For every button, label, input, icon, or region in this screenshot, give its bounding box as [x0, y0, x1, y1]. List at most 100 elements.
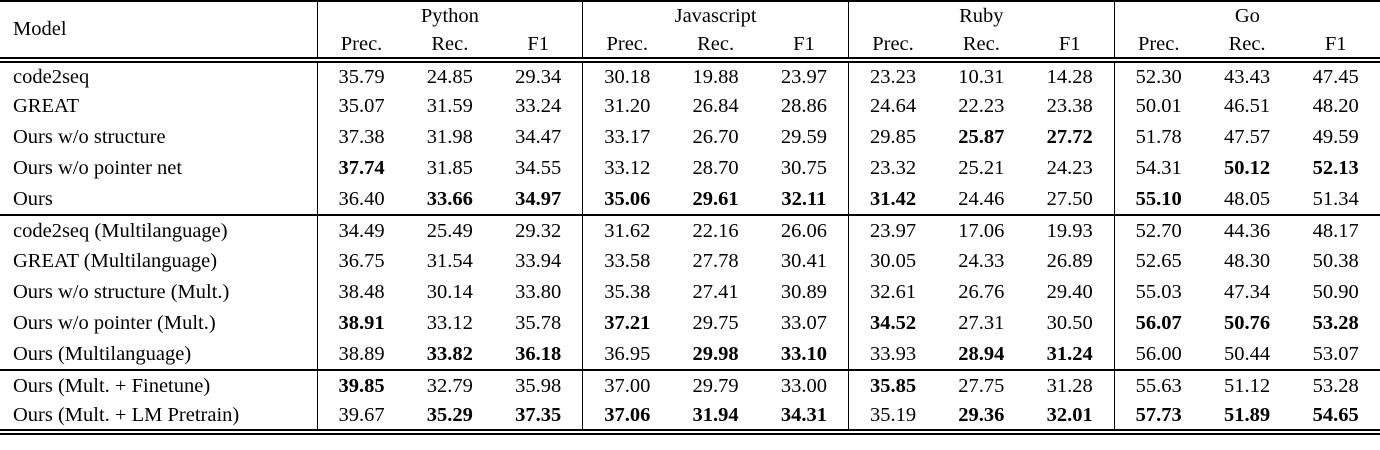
metric-value: 24.64 [847, 91, 938, 122]
metric-value: 52.30 [1113, 60, 1203, 91]
metric-value: 36.75 [316, 246, 406, 277]
metric-value: 23.23 [847, 60, 938, 91]
metric-value: 51.34 [1312, 187, 1359, 210]
metric-header-prec: Prec. [847, 31, 938, 63]
table-row: Ours (Mult. + LM Pretrain) 39.67 35.29 37.3… [0, 401, 1380, 432]
metric-header-f1: F1 [759, 31, 849, 63]
metric-value: 33.58 [582, 246, 672, 277]
model-name: Ours w/o structure (Mult.) [13, 281, 230, 303]
metric-value: 29.40 [1046, 281, 1093, 303]
metric-value: 36.18 [515, 342, 562, 365]
metric-value: 31.94 [692, 403, 739, 426]
metric-value: 32.01 [1046, 403, 1093, 426]
metric-header-prec: Prec. [582, 31, 672, 63]
metric-value: 24.33 [958, 250, 1005, 272]
metric-value: 23.97 [847, 214, 938, 246]
metric-value: 48.17 [1291, 214, 1380, 246]
lang-header-ruby: Ruby [847, 1, 1115, 31]
metric-value: 37.06 [582, 401, 672, 432]
metric-header-prec: Prec. [1113, 31, 1203, 63]
model-name: Ours [13, 187, 53, 210]
metric-value: 34.47 [515, 126, 562, 148]
metric-value: 37.38 [316, 122, 406, 153]
metric-value: 48.20 [1312, 95, 1359, 117]
lang-header-python: Python [316, 1, 583, 31]
metric-value: 29.61 [692, 187, 739, 210]
metric-value: 31.98 [426, 126, 473, 148]
metric-value: 29.36 [958, 403, 1005, 426]
metric-value: 30.14 [426, 281, 473, 303]
metric-value: 23.32 [847, 153, 938, 184]
metric-value: 31.54 [426, 250, 473, 272]
lang-header-go: Go [1113, 1, 1380, 31]
metric-value: 52.13 [1312, 157, 1359, 179]
metric-value: 49.59 [1312, 126, 1359, 148]
table-row: Ours w/o pointer net 37.74 31.85 34.55 33.12… [0, 153, 1380, 184]
table-row: code2seq 35.79 24.85 29.34 30.18 19.88 23.97 23… [0, 60, 1380, 91]
metric-value: 30.18 [582, 60, 672, 91]
metric-value: 33.12 [426, 312, 473, 334]
metric-value: 33.17 [582, 122, 672, 153]
table-row: Ours w/o structure (Mult.) 38.48 30.14 33.8… [0, 277, 1380, 308]
metric-value: 24.46 [958, 187, 1005, 210]
metric-value: 29.75 [692, 312, 739, 334]
metric-value: 26.06 [759, 214, 849, 246]
metric-value: 32.79 [405, 369, 495, 401]
metric-value: 31.85 [426, 157, 473, 179]
metric-value: 33.94 [515, 250, 562, 272]
metric-value: 25.87 [958, 126, 1005, 148]
metric-value: 50.12 [1224, 157, 1271, 179]
metric-value: 55.03 [1113, 277, 1203, 308]
metric-value: 35.98 [494, 369, 583, 401]
metric-header-rec: Rec. [671, 31, 760, 63]
table-section-1: code2seq 35.79 24.85 29.34 30.18 19.88 23.97 23… [0, 60, 1380, 215]
metric-value: 57.73 [1113, 401, 1203, 432]
metric-value: 54.65 [1312, 403, 1359, 426]
metric-value: 28.94 [958, 342, 1005, 365]
lang-header-javascript: Javascript [582, 1, 849, 31]
model-name: Ours w/o structure [13, 126, 166, 148]
results-table: Model Python Javascript Ruby Go Prec. Re… [0, 0, 1380, 435]
metric-value: 51.89 [1224, 403, 1271, 426]
metric-value: 34.31 [780, 403, 827, 426]
metric-value: 29.59 [780, 126, 827, 148]
model-name: Ours (Mult. + LM Pretrain) [13, 403, 240, 426]
metric-value: 26.76 [958, 281, 1005, 303]
metric-value: 33.82 [426, 342, 473, 365]
metric-value: 55.10 [1113, 184, 1203, 215]
metric-value: 52.65 [1113, 246, 1203, 277]
metric-value: 27.75 [937, 369, 1026, 401]
metric-value: 53.28 [1312, 312, 1359, 334]
table-row: Ours 36.40 33.66 34.97 35.06 29.61 32.11 31.42 2… [0, 184, 1380, 215]
metric-value: 56.07 [1113, 308, 1203, 339]
metric-value: 38.89 [316, 339, 406, 370]
metric-value: 37.00 [582, 369, 672, 401]
metric-value: 35.07 [316, 91, 406, 122]
metric-value: 28.86 [780, 95, 827, 117]
metric-value: 56.00 [1113, 339, 1203, 370]
language-header-row: Model Python Javascript Ruby Go [0, 1, 1380, 63]
metric-value: 29.34 [515, 65, 562, 88]
metric-value: 23.38 [1046, 95, 1093, 117]
metric-header-rec: Rec. [1202, 31, 1292, 63]
metric-value: 50.01 [1113, 91, 1203, 122]
metric-value: 31.28 [1025, 369, 1115, 401]
metric-value: 35.38 [582, 277, 672, 308]
metric-value: 17.06 [937, 214, 1026, 246]
metric-value: 34.97 [515, 187, 562, 210]
metric-value: 37.74 [316, 153, 406, 184]
metric-header-rec: Rec. [937, 31, 1026, 63]
metric-value: 33.93 [847, 339, 938, 370]
table-row: Ours w/o pointer (Mult.) 38.91 33.12 35.78 3… [0, 308, 1380, 339]
metric-value: 34.55 [515, 157, 562, 179]
metric-value: 31.24 [1046, 342, 1093, 365]
metric-value: 26.70 [692, 126, 739, 148]
metric-value: 22.23 [958, 95, 1005, 117]
table-header: Model Python Javascript Ruby Go Prec. Re… [0, 1, 1380, 63]
metric-value: 14.28 [1046, 65, 1093, 88]
metric-value: 53.28 [1291, 369, 1380, 401]
metric-value: 27.31 [958, 312, 1005, 334]
metric-value: 30.50 [1046, 312, 1093, 334]
metric-value: 50.44 [1224, 342, 1271, 365]
metric-value: 47.34 [1224, 281, 1271, 303]
